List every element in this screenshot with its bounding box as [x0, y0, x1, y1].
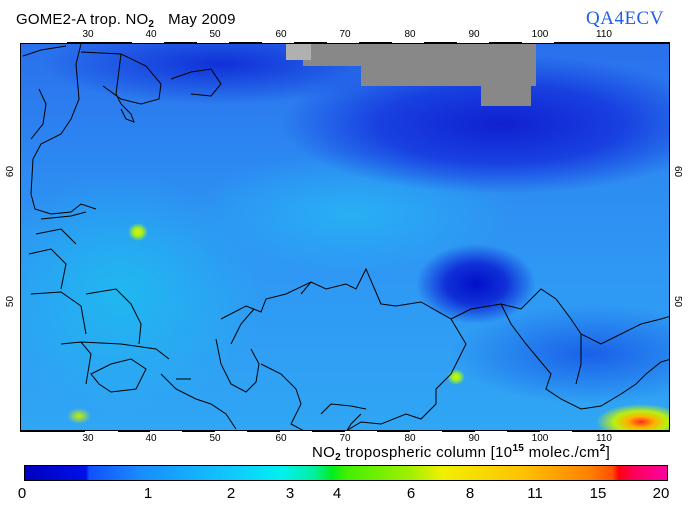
colorbar-tick: 4: [332, 485, 342, 502]
lon-tick-bottom: 90: [468, 433, 480, 444]
lat-tick-right: 60: [672, 165, 684, 178]
colorbar-tick: 0: [17, 485, 27, 502]
no-data-region: [361, 44, 536, 86]
lon-tick-top: 50: [209, 29, 221, 40]
label-text: tropospheric column [10: [340, 444, 513, 461]
colorbar-tick: 2: [226, 485, 236, 502]
title-text: GOME2-A trop. NO: [16, 11, 149, 28]
lat-tick-right: 50: [672, 295, 684, 308]
label-text: ]: [605, 444, 611, 461]
label-superscript: 15: [512, 443, 525, 454]
colorbar-tick: 15: [589, 485, 607, 502]
colorbar-label: NO2 tropospheric column [1015 molec./cm2…: [312, 443, 610, 463]
label-text: molec./cm: [524, 444, 600, 461]
lon-tick-bottom: 80: [404, 433, 416, 444]
lon-tick-top: 110: [596, 29, 612, 40]
label-superscript: 2: [599, 443, 606, 454]
brand-logo: QA4ECV: [586, 8, 664, 29]
colorbar-tick: 1: [143, 485, 153, 502]
no2-map: [20, 43, 670, 431]
title-month: May 2009: [168, 11, 236, 28]
title-subscript: 2: [148, 19, 155, 30]
lon-tick-top: 40: [145, 29, 157, 40]
lon-tick-bottom: 50: [209, 433, 221, 444]
colorbar-tick: 11: [527, 485, 543, 502]
lon-tick-bottom: 100: [531, 433, 549, 444]
no-data-region: [303, 44, 363, 66]
colorbar-tick: 3: [285, 485, 295, 502]
map-title: GOME2-A trop. NO2 May 2009: [16, 11, 236, 30]
colorbar-tick: 8: [465, 485, 475, 502]
no-data-region: [481, 86, 531, 106]
bottom-axis-bar: [20, 430, 670, 432]
lon-tick-bottom: 60: [275, 433, 287, 444]
no-data-region: [286, 44, 311, 60]
colorbar-tick: 20: [652, 485, 670, 502]
lon-tick-top: 60: [275, 29, 287, 40]
lon-tick-bottom: 70: [339, 433, 351, 444]
lon-tick-bottom: 40: [145, 433, 157, 444]
lon-tick-top: 70: [339, 29, 351, 40]
lon-tick-top: 30: [82, 29, 94, 40]
country-borders: [22, 44, 669, 430]
lon-tick-top: 80: [404, 29, 416, 40]
colorbar: [24, 465, 668, 481]
lon-tick-bottom: 110: [596, 433, 612, 444]
lat-tick-left: 50: [5, 295, 17, 308]
lon-tick-top: 90: [468, 29, 480, 40]
colorbar-tick: 6: [406, 485, 416, 502]
lon-tick-top: 100: [531, 29, 549, 40]
lat-tick-left: 60: [5, 165, 17, 178]
lon-tick-bottom: 30: [82, 433, 94, 444]
label-text: NO: [312, 444, 336, 461]
label-subscript: 2: [335, 452, 341, 463]
